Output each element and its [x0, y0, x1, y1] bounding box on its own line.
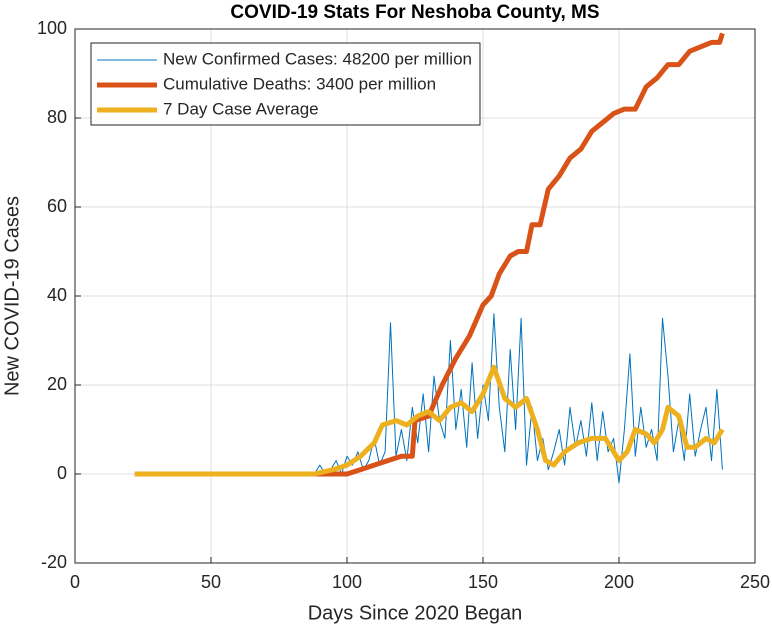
x-tick-label: 0 — [70, 572, 80, 592]
x-tick-label: 200 — [604, 572, 634, 592]
x-tick-label: 50 — [201, 572, 221, 592]
y-tick-label: 20 — [47, 374, 67, 394]
y-tick-label: 100 — [37, 18, 67, 38]
x-axis-label: Days Since 2020 Began — [308, 602, 523, 624]
series-line — [134, 32, 725, 477]
x-tick-label: 250 — [740, 572, 770, 592]
legend: New Confirmed Cases: 48200 per million Cu… — [90, 42, 481, 126]
y-tick-label: -20 — [41, 552, 67, 572]
y-tick-label: 60 — [47, 196, 67, 216]
x-tick-label: 100 — [332, 572, 362, 592]
plot-frame — [74, 28, 756, 564]
y-tick-label: 40 — [47, 285, 67, 305]
y-tick-label: 80 — [47, 107, 67, 127]
y-tick-label: 0 — [57, 463, 67, 483]
legend-label: 7 Day Case Average — [163, 99, 319, 118]
series-line — [134, 364, 725, 477]
legend-label: New Confirmed Cases: 48200 per million — [163, 49, 472, 68]
chart-title: COVID-19 Stats For Neshoba County, MS — [230, 2, 599, 23]
y-axis-label: New COVID-19 Cases — [1, 196, 23, 396]
x-tick-label: 150 — [468, 572, 498, 592]
legend-label: Cumulative Deaths: 3400 per million — [163, 74, 436, 93]
